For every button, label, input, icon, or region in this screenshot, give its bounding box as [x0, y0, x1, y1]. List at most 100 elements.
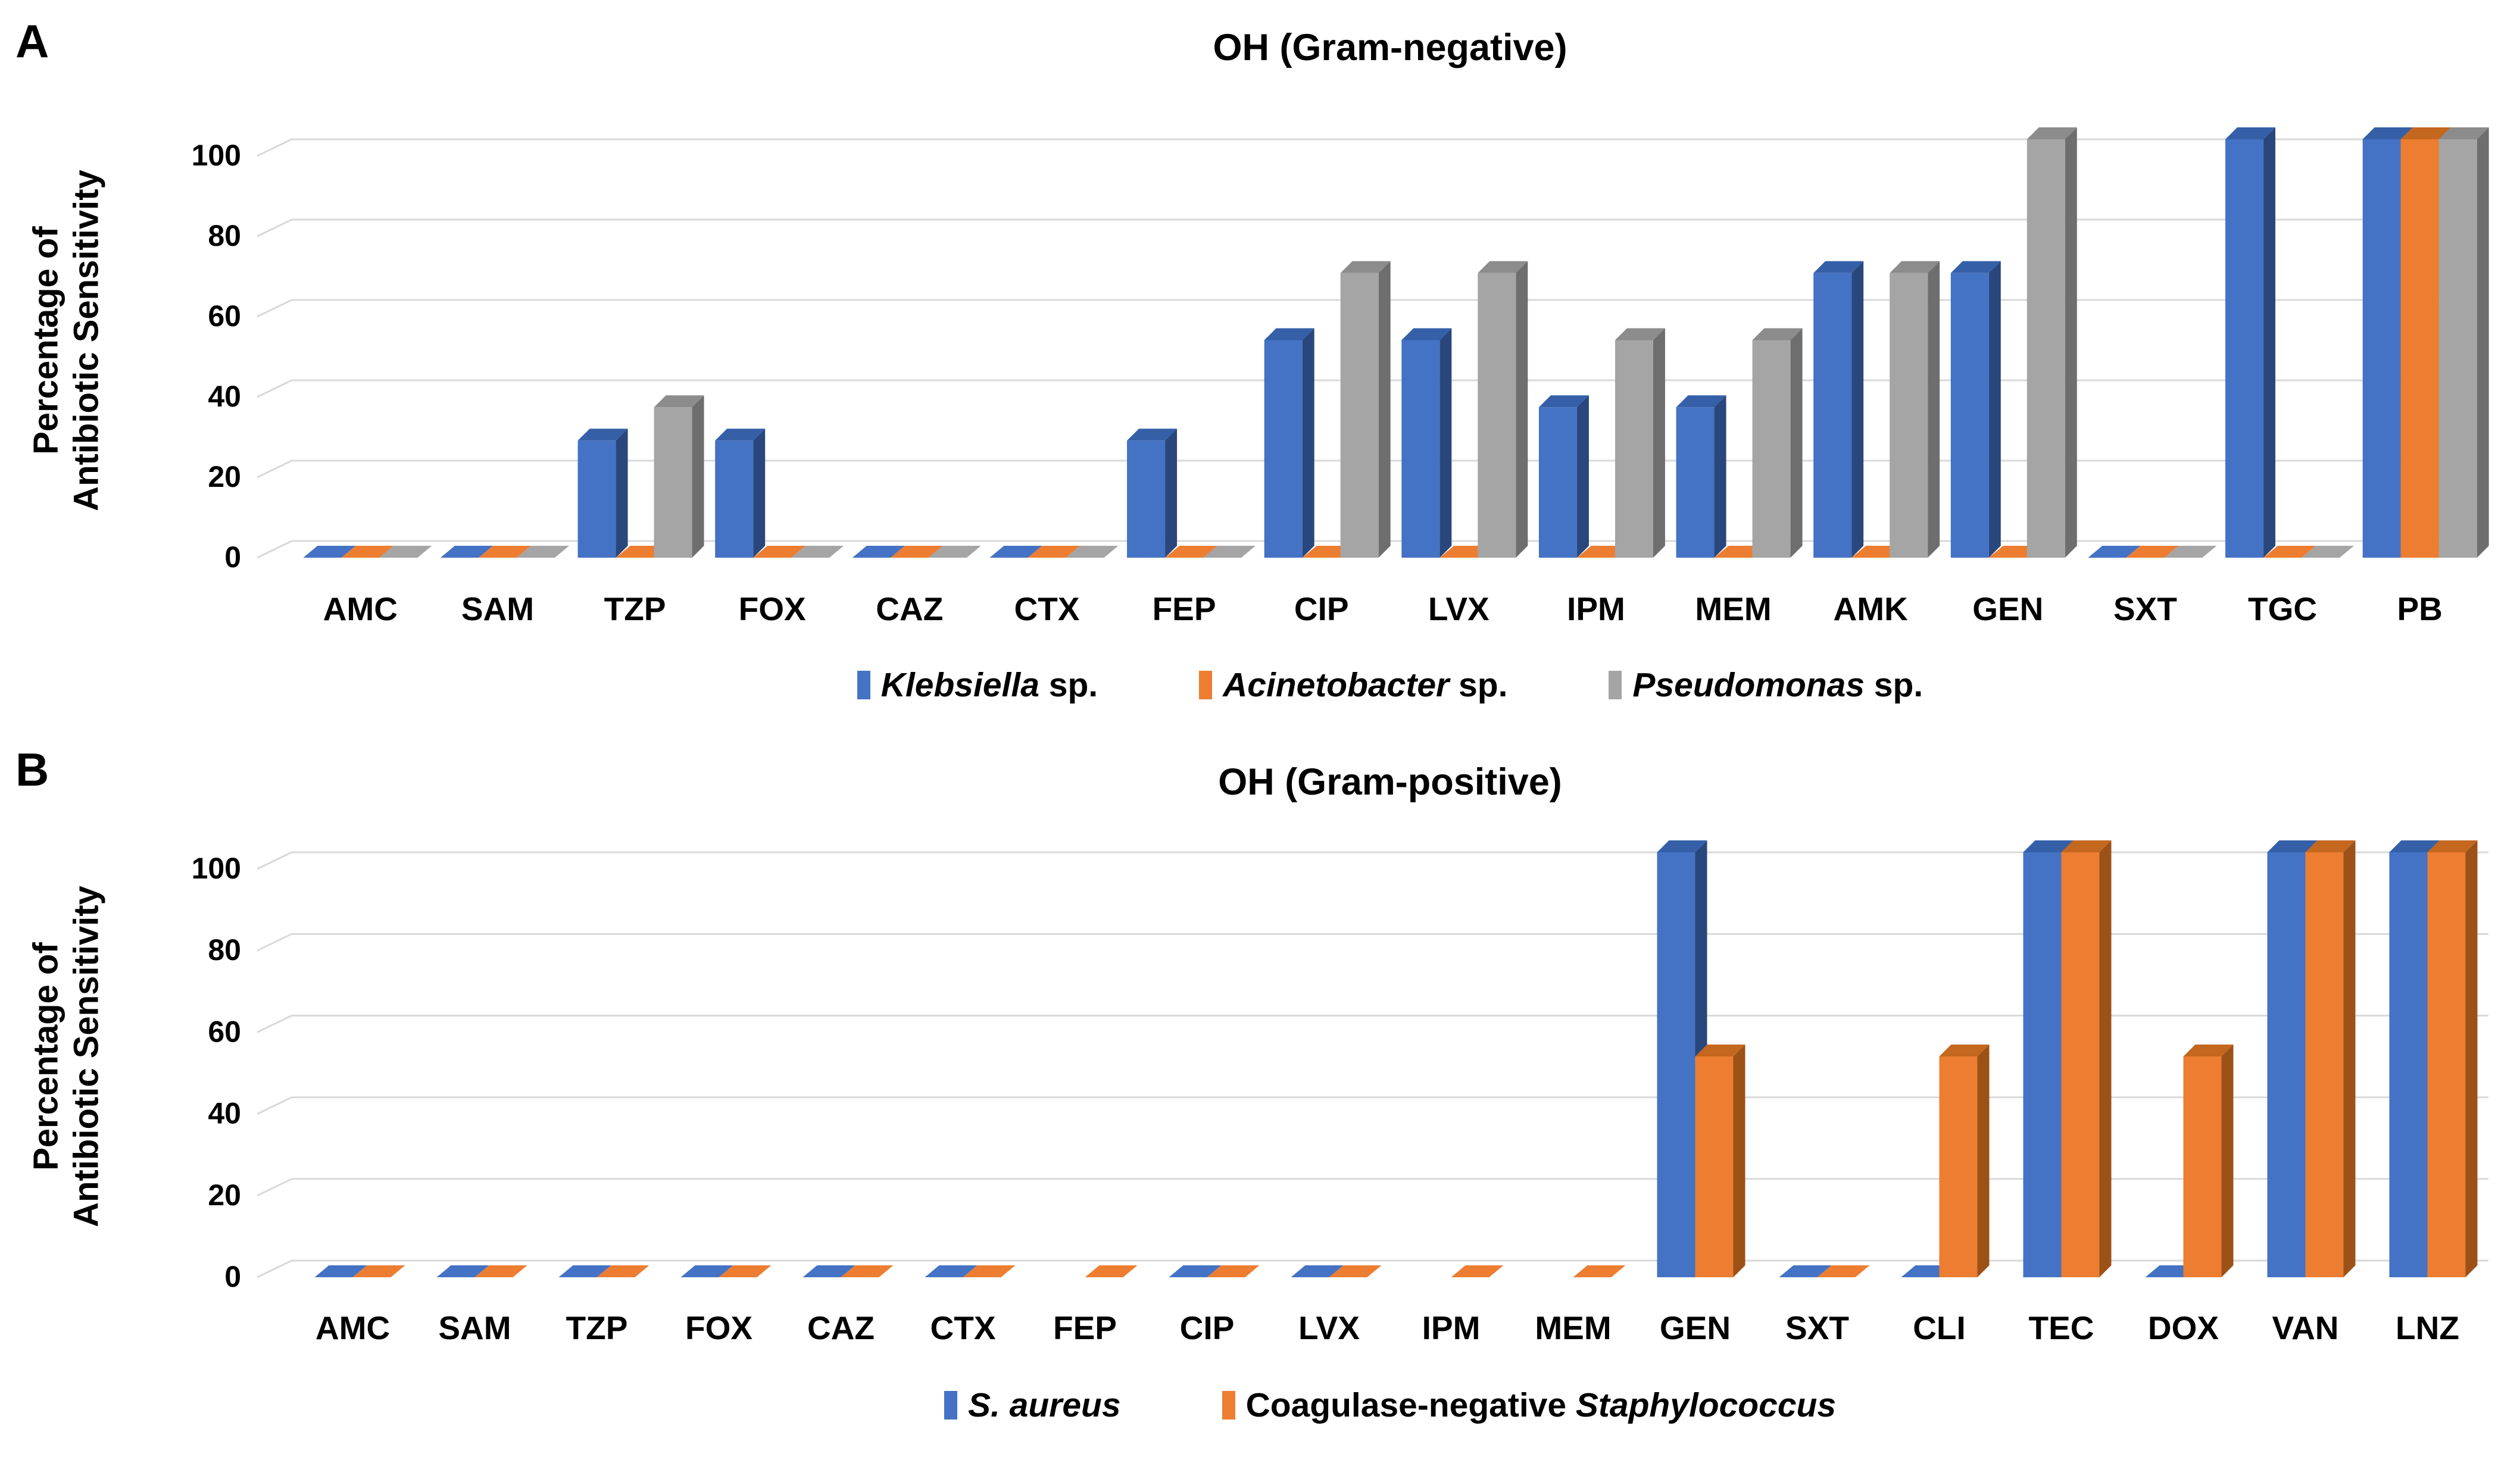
bar-top-face [1478, 261, 1528, 273]
bar-top-face [2389, 840, 2440, 852]
y-tick-label: 100 [192, 139, 241, 172]
category-label: TZP [604, 590, 666, 627]
y-tick-label: 20 [208, 1178, 241, 1212]
zero-bar-marker [1573, 1265, 1626, 1277]
category-label: AMK [1834, 590, 1909, 627]
bar-top-face [1813, 261, 1864, 273]
bar [1615, 340, 1653, 558]
category-label: GEN [1972, 590, 2043, 627]
y-tick-label: 40 [208, 1097, 241, 1130]
bar-side-face [1790, 328, 1803, 558]
zero-bar-marker [928, 546, 981, 558]
category-label: FOX [685, 1309, 752, 1346]
bar-side-face [692, 395, 704, 558]
bar-top-face [2026, 127, 2077, 139]
bar [1695, 1056, 1734, 1277]
bar [2023, 852, 2062, 1277]
category-label: MEM [1535, 1309, 1611, 1346]
panel-b-y-axis-title-line2: Antibiotic Sensitivity [67, 886, 106, 1227]
legend-label-species: S. aureus [967, 1386, 1121, 1424]
zero-bar-marker [303, 546, 356, 558]
category-label: LVX [1428, 590, 1489, 627]
y-tick-label: 0 [224, 1260, 241, 1293]
bar [2026, 139, 2065, 558]
category-label: SXT [1785, 1309, 1849, 1346]
bar-top-face [2438, 127, 2489, 139]
category-label: TGC [2248, 590, 2317, 627]
legend-label-text: sp. [1039, 666, 1098, 704]
bar-side-face [753, 429, 766, 558]
bar [1939, 1056, 1978, 1277]
bar-top-face [1340, 261, 1391, 273]
zero-bar-marker [1203, 546, 1256, 558]
zero-bar-marker [753, 546, 806, 558]
legend-label: Coagulase-negative Staphylococcus [1246, 1386, 1836, 1425]
bar [577, 440, 616, 558]
zero-bar-marker [1169, 1265, 1222, 1277]
legend-label: Klebsiella sp. [881, 665, 1098, 705]
legend-label-species: Pseudomonas [1632, 666, 1865, 704]
zero-bar-marker [558, 1265, 611, 1277]
bar-top-face [2400, 127, 2451, 139]
category-label: AMC [316, 1309, 390, 1346]
bar-top-face [1538, 395, 1589, 408]
bar [1127, 440, 1166, 558]
bar-top-face [2362, 127, 2413, 139]
bar-top-face [1695, 1045, 1745, 1056]
panel-b-y-axis-title-line1: Percentage of [26, 942, 65, 1171]
gridline-bevel [257, 299, 292, 318]
legend-label: Acinetobacter sp. [1223, 665, 1507, 705]
bar-side-face [2477, 127, 2489, 558]
bar-side-face [1714, 395, 1726, 558]
zero-bar-marker [719, 1265, 772, 1277]
bar-side-face [2343, 840, 2356, 1277]
bar [1890, 273, 1928, 558]
panel-a-title: OH (Gram-negative) [1213, 27, 1567, 68]
legend-label-species: Klebsiella [880, 666, 1039, 704]
bar-top-face [654, 395, 704, 408]
zero-bar-marker [436, 1265, 489, 1277]
bar-top-face [1939, 1045, 1990, 1056]
gridline-bevel [257, 138, 292, 157]
zero-bar-marker [1451, 1265, 1504, 1277]
category-label: CIP [1180, 1309, 1235, 1346]
bar-top-face [1401, 328, 1452, 340]
panel-b-title: OH (Gram-positive) [1218, 761, 1562, 803]
bar-side-face [2465, 840, 2478, 1277]
bar-side-face [1439, 328, 1452, 558]
bar-top-face [1950, 261, 2001, 273]
bar-side-face [1378, 261, 1391, 558]
category-label: SAM [461, 590, 534, 627]
legend-label: Pseudomonas sp. [1632, 665, 1923, 705]
bar-top-face [1676, 395, 1726, 408]
legend-label-species: Staphylococcus [1575, 1386, 1837, 1424]
zero-bar-marker [1028, 546, 1081, 558]
y-tick-label: 0 [224, 540, 241, 574]
panel-a-y-axis-title: Percentage of Antibiotic Sensitivity [26, 170, 108, 511]
gridline-bevel [257, 933, 292, 952]
legend-swatch [944, 1391, 957, 1420]
bar [2427, 852, 2466, 1277]
legend-swatch [1609, 671, 1622, 699]
bar [2362, 139, 2401, 558]
zero-bar-marker [597, 1265, 649, 1277]
category-label: AMC [323, 590, 398, 627]
bar [1657, 852, 1695, 1277]
panel-a-y-axis-title-line1: Percentage of [26, 226, 65, 455]
panel-a-legend: Klebsiella sp. Acinetobacter sp. Pseudomon… [292, 665, 2488, 705]
bar [2438, 139, 2477, 558]
y-tick-label: 80 [208, 933, 241, 967]
bar-side-face [1165, 429, 1178, 558]
bar [1752, 340, 1791, 558]
category-label: IPM [1567, 590, 1625, 627]
bar-side-face [2263, 127, 2276, 558]
category-label: CLI [1913, 1309, 1966, 1346]
category-label: FOX [739, 590, 806, 627]
zero-bar-marker [890, 546, 943, 558]
legend-item: Pseudomonas sp. [1609, 665, 1923, 705]
bar-side-face [1928, 261, 1940, 558]
legend-swatch [1199, 671, 1213, 699]
zero-bar-marker [1817, 1265, 1870, 1277]
